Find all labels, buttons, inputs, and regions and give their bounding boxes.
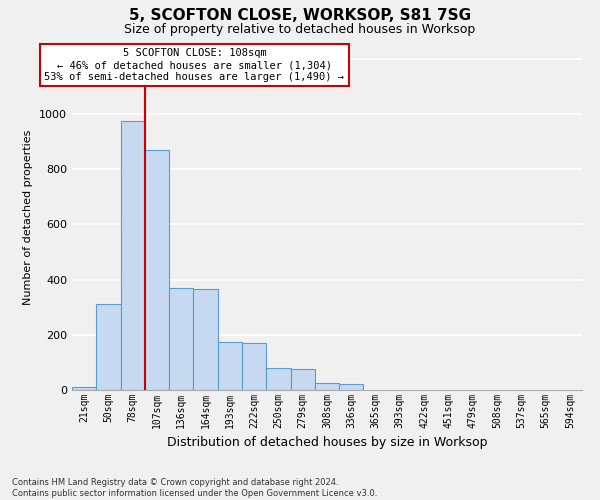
Text: Size of property relative to detached houses in Worksop: Size of property relative to detached ho… <box>124 22 476 36</box>
Bar <box>72 387 96 390</box>
Bar <box>193 290 218 390</box>
Bar <box>96 304 121 390</box>
X-axis label: Distribution of detached houses by size in Worksop: Distribution of detached houses by size … <box>167 436 487 450</box>
Y-axis label: Number of detached properties: Number of detached properties <box>23 130 34 305</box>
Text: Contains HM Land Registry data © Crown copyright and database right 2024.
Contai: Contains HM Land Registry data © Crown c… <box>12 478 377 498</box>
Bar <box>315 383 339 390</box>
Bar <box>339 384 364 390</box>
Bar <box>290 370 315 390</box>
Bar <box>169 288 193 390</box>
Bar <box>266 368 290 390</box>
Bar <box>242 343 266 390</box>
Bar <box>121 121 145 390</box>
Text: 5, SCOFTON CLOSE, WORKSOP, S81 7SG: 5, SCOFTON CLOSE, WORKSOP, S81 7SG <box>129 8 471 22</box>
Text: 5 SCOFTON CLOSE: 108sqm
← 46% of detached houses are smaller (1,304)
53% of semi: 5 SCOFTON CLOSE: 108sqm ← 46% of detache… <box>44 48 344 82</box>
Bar <box>218 342 242 390</box>
Bar <box>145 150 169 390</box>
